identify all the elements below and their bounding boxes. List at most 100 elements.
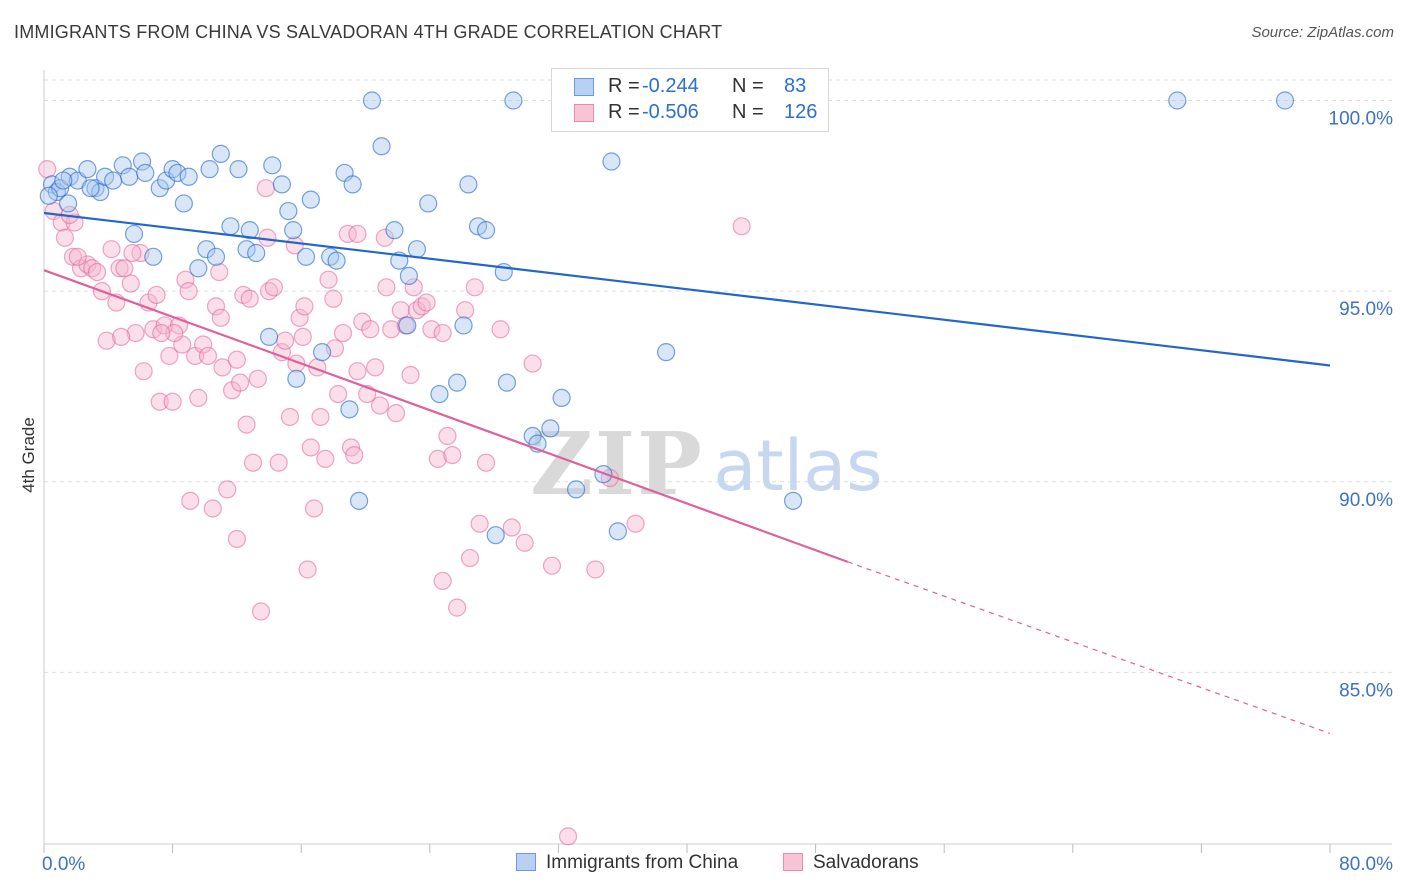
china-trend-line (43, 211, 1331, 367)
salvadoran-point (329, 384, 348, 404)
china-swatch (574, 78, 594, 96)
china-point (362, 91, 382, 110)
salvadoran-point (165, 323, 184, 343)
salvadoran-point (272, 343, 292, 362)
salvadoran-point (298, 560, 317, 579)
salvadoran-point (240, 289, 259, 308)
salvadoran-point (338, 224, 357, 244)
series-legend: Immigrants from China Salvadorans (0, 850, 1406, 880)
china-point (301, 190, 320, 209)
legend-n-value: 126 (784, 101, 818, 123)
china-point (174, 194, 193, 213)
china-point (200, 160, 219, 179)
china-point (104, 171, 123, 190)
salvadoran-point (433, 571, 452, 591)
china-point (279, 201, 298, 221)
china-point (398, 316, 417, 335)
salvadoran-point (348, 224, 367, 244)
salvadoran-point (370, 396, 390, 415)
salvadoran-point (243, 453, 263, 472)
china-point (327, 251, 346, 270)
salvadoran-point (211, 308, 230, 327)
china-point (541, 419, 560, 438)
china-point (78, 160, 97, 179)
salvadoran-point (345, 445, 364, 465)
salvadorans-swatch (574, 104, 594, 122)
salvadoran-point (227, 529, 246, 549)
salvadoran-point (491, 320, 510, 339)
legend-r-value: -0.244 (642, 75, 699, 97)
salvadoran-point (126, 323, 145, 343)
china-point (144, 247, 163, 266)
china-point (497, 373, 517, 392)
salvadoran-point (311, 407, 330, 427)
salvadoran-point (121, 274, 140, 293)
legend-r-label: R = (608, 75, 640, 97)
china-point (448, 373, 467, 392)
china-point (476, 221, 496, 240)
china-point (385, 221, 404, 240)
salvadoran-point (68, 247, 87, 266)
chart-title: IMMIGRANTS FROM CHINA VS SALVADORAN 4TH … (14, 22, 723, 42)
salvadoran-point (38, 160, 57, 179)
china-point (206, 247, 226, 266)
china-point (486, 526, 505, 545)
china-point (343, 175, 362, 194)
china-point (229, 160, 248, 179)
trend-lines (43, 211, 1331, 734)
watermark: ZIP atlas (530, 414, 882, 515)
y-tick-label: 85.0% (1339, 680, 1393, 701)
legend-item-salvadorans: Salvadorans (783, 852, 919, 874)
salvadoran-point (115, 259, 134, 278)
china-point (608, 522, 627, 541)
china-point (284, 221, 303, 240)
salvadoran-point (422, 320, 441, 339)
salvadoran-point (433, 323, 452, 343)
china-point (211, 144, 230, 163)
salvadoran-point (586, 560, 605, 579)
salvadoran-point (189, 388, 208, 408)
salvadoran-point (176, 270, 195, 289)
china-point (54, 171, 73, 190)
salvadoran-point (134, 362, 153, 381)
china-point (783, 491, 803, 510)
china-point (150, 179, 169, 198)
china-point (372, 137, 391, 156)
salvadoran-point (256, 179, 275, 198)
china-point (39, 186, 58, 205)
x-tick-label-max: 80.0% (1339, 854, 1393, 875)
salvadoran-point (210, 262, 229, 282)
salvadoran-point (280, 407, 300, 427)
salvadoran-point (97, 331, 116, 350)
china-point (430, 384, 449, 404)
salvadoran-point (460, 548, 480, 568)
salvadoran-point (248, 369, 267, 388)
china-point (459, 175, 478, 194)
china-point (197, 240, 216, 259)
salvadoran-point (465, 278, 484, 297)
salvadoran-point (269, 453, 288, 472)
china-points (39, 91, 1295, 545)
salvadoran-point (502, 518, 521, 537)
china-point (602, 152, 621, 171)
salvadoran-point (417, 293, 436, 312)
salvadoran-point (626, 514, 645, 533)
y-tick-label: 100.0% (1329, 109, 1394, 130)
china-point (124, 224, 144, 244)
salvadoran-point (333, 323, 353, 343)
salvadoran-point (443, 445, 462, 465)
salvadoran-point (348, 362, 367, 381)
salvadoran-point (401, 365, 420, 385)
china-point (136, 163, 155, 183)
china-point (566, 480, 586, 499)
salvadoran-point (391, 301, 410, 320)
china-point (399, 266, 419, 285)
salvadoran-point (110, 259, 129, 278)
salvadoran-point (179, 282, 198, 301)
salvadoran-point (470, 514, 489, 533)
salvadoran-point (218, 480, 237, 499)
salvadoran-point (102, 240, 121, 259)
source-label: Source: ZipAtlas.com (1251, 24, 1394, 41)
china-point (349, 491, 369, 510)
